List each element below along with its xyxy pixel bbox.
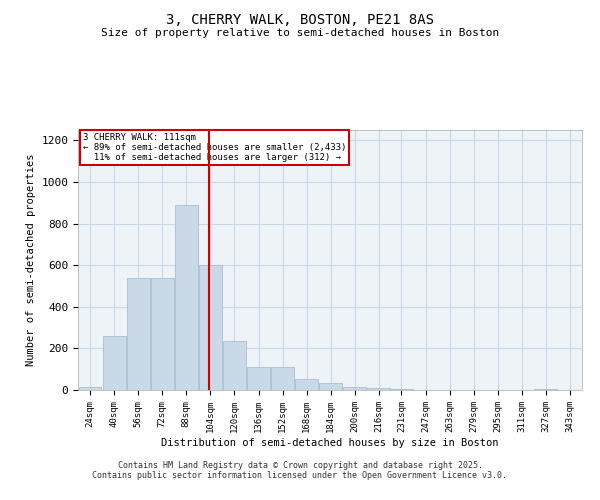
Text: Contains HM Land Registry data © Crown copyright and database right 2025.
Contai: Contains HM Land Registry data © Crown c…	[92, 460, 508, 480]
Bar	[535, 389, 557, 390]
Text: 3, CHERRY WALK, BOSTON, PE21 8AS: 3, CHERRY WALK, BOSTON, PE21 8AS	[166, 12, 434, 26]
Bar	[367, 388, 391, 390]
X-axis label: Distribution of semi-detached houses by size in Boston: Distribution of semi-detached houses by …	[161, 438, 499, 448]
Bar	[175, 205, 198, 390]
Bar	[390, 389, 413, 390]
Bar	[151, 278, 173, 390]
Bar	[343, 387, 366, 390]
Y-axis label: Number of semi-detached properties: Number of semi-detached properties	[26, 154, 36, 366]
Text: Size of property relative to semi-detached houses in Boston: Size of property relative to semi-detach…	[101, 28, 499, 38]
Bar	[247, 367, 270, 390]
Bar	[79, 387, 101, 390]
Bar	[199, 265, 222, 390]
Text: 3 CHERRY WALK: 111sqm
← 89% of semi-detached houses are smaller (2,433)
  11% of: 3 CHERRY WALK: 111sqm ← 89% of semi-deta…	[83, 132, 346, 162]
Bar	[295, 378, 318, 390]
Bar	[271, 367, 294, 390]
Bar	[319, 382, 342, 390]
Bar	[103, 336, 125, 390]
Bar	[127, 278, 149, 390]
Bar	[223, 341, 246, 390]
